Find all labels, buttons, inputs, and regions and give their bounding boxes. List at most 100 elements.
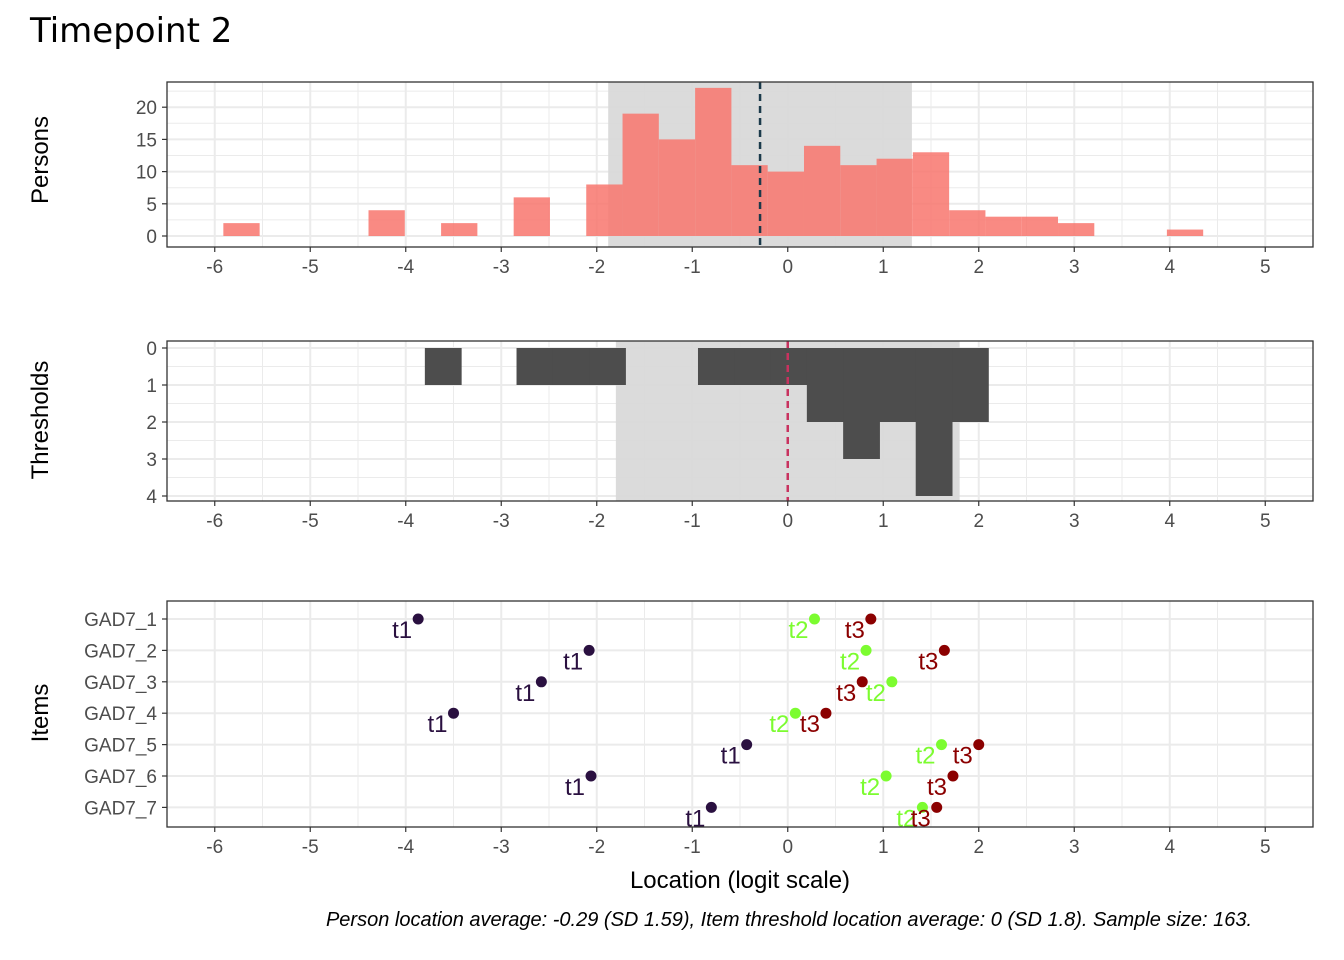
- item-threshold-point: [412, 613, 424, 625]
- item-threshold-label: t2: [915, 743, 935, 770]
- item-threshold-point: [931, 801, 943, 813]
- item-threshold-point: [705, 801, 717, 813]
- item-threshold-point: [936, 739, 948, 751]
- x-tick-label: -4: [397, 837, 414, 858]
- y-tick-label: GAD7_3: [84, 673, 157, 694]
- item-threshold-point: [856, 676, 868, 688]
- persons-panel: Persons 0 5 10 15 20 -6 -5 -4 -3 -2 -1 0 1 2 3 4 5: [27, 81, 1314, 278]
- y-tick-label: 4: [146, 487, 157, 508]
- persons-bar: [767, 171, 804, 236]
- thresholds-panel-border: [166, 340, 1314, 502]
- item-threshold-label: t2: [860, 774, 880, 801]
- item-threshold-point: [535, 676, 547, 688]
- item-threshold-point: [860, 644, 872, 656]
- persons-bar: [912, 152, 950, 236]
- x-tick-label: -2: [588, 257, 605, 278]
- item-threshold-label: t3: [845, 617, 865, 644]
- chart-title: Timepoint 2: [29, 11, 232, 51]
- x-tick-label: -2: [588, 837, 605, 858]
- thresholds-bar: [589, 348, 626, 385]
- x-tick-label: -4: [397, 511, 414, 532]
- item-threshold-label: t2: [896, 805, 916, 832]
- persons-bar: [658, 139, 696, 236]
- item-threshold-point: [789, 707, 801, 719]
- x-tick-label: 5: [1260, 257, 1271, 278]
- x-tick-label: 4: [1164, 257, 1175, 278]
- item-threshold-label: t3: [918, 648, 938, 675]
- x-tick-label: 0: [782, 257, 793, 278]
- item-threshold-label: t1: [427, 711, 447, 738]
- persons-panel-border: [166, 81, 1314, 248]
- thresholds-y-axis-title: Thresholds: [27, 361, 54, 480]
- persons-bar: [731, 165, 768, 236]
- item-threshold-label: t3: [927, 774, 947, 801]
- item-threshold-point: [808, 613, 820, 625]
- x-tick-label: -5: [302, 511, 319, 532]
- thresholds-bar: [552, 348, 590, 385]
- thresholds-bar: [697, 348, 735, 385]
- y-tick-label: GAD7_5: [84, 736, 157, 757]
- y-tick-label: 5: [146, 195, 157, 216]
- x-tick-label: -5: [302, 257, 319, 278]
- persons-bar: [513, 197, 550, 236]
- item-threshold-label: t1: [563, 648, 583, 675]
- y-tick-label: GAD7_1: [84, 610, 157, 631]
- x-tick-label: -1: [684, 837, 701, 858]
- item-threshold-point: [865, 613, 877, 625]
- thresholds-bar: [843, 348, 880, 459]
- x-tick-label: 1: [878, 837, 889, 858]
- x-tick-label: -3: [493, 837, 510, 858]
- item-threshold-point: [947, 770, 959, 782]
- x-tick-label: 4: [1164, 837, 1175, 858]
- persons-bar: [803, 145, 841, 236]
- persons-bar: [985, 216, 1022, 236]
- item-threshold-point: [916, 801, 928, 813]
- persons-bar: [622, 113, 659, 236]
- x-tick-label: -3: [493, 511, 510, 532]
- y-tick-label: 0: [146, 227, 157, 248]
- persons-bar: [695, 87, 732, 236]
- item-threshold-label: t1: [515, 680, 535, 707]
- persons-bar: [1058, 223, 1095, 236]
- y-tick-label: 0: [146, 339, 157, 360]
- x-tick-label: -3: [493, 257, 510, 278]
- x-tick-label: 1: [878, 257, 889, 278]
- x-tick-label: 0: [782, 511, 793, 532]
- x-tick-label: -6: [206, 837, 223, 858]
- item-threshold-label: t2: [788, 617, 808, 644]
- thresholds-bar: [734, 348, 772, 385]
- y-tick-label: 1: [146, 376, 157, 397]
- item-threshold-label: t1: [685, 805, 705, 832]
- item-threshold-label: t1: [392, 617, 412, 644]
- items-panel: Items t1t1t1t1t1t1t1t2t2t2t2t2t2t2t3t3t3…: [27, 600, 1314, 858]
- x-tick-label: 1: [878, 511, 889, 532]
- persons-bar: [1166, 229, 1204, 236]
- persons-bar: [368, 210, 405, 236]
- x-tick-label: -1: [684, 511, 701, 532]
- y-tick-label: 10: [136, 163, 157, 184]
- x-tick-label: 2: [973, 511, 984, 532]
- thresholds-bar: [424, 348, 462, 385]
- item-threshold-point: [448, 707, 459, 719]
- x-tick-label: -1: [684, 257, 701, 278]
- persons-y-axis-title: Persons: [27, 116, 54, 204]
- persons-bar: [840, 165, 877, 236]
- item-threshold-label: t1: [721, 743, 741, 770]
- persons-bar: [1021, 216, 1059, 236]
- y-tick-label: GAD7_6: [84, 767, 157, 788]
- y-tick-label: 2: [146, 413, 157, 434]
- item-threshold-label: t3: [836, 680, 856, 707]
- item-threshold-label: t2: [769, 711, 789, 738]
- y-tick-label: GAD7_7: [84, 798, 157, 819]
- x-tick-label: -5: [302, 837, 319, 858]
- items-y-axis-title: Items: [27, 684, 54, 743]
- x-tick-label: 5: [1260, 511, 1271, 532]
- item-threshold-point: [741, 739, 753, 751]
- items-panel-border: [166, 600, 1314, 828]
- x-tick-label: -4: [397, 257, 414, 278]
- y-tick-label: GAD7_4: [84, 704, 157, 725]
- persons-bar: [586, 184, 623, 236]
- y-tick-label: 20: [136, 98, 157, 119]
- item-threshold-point: [583, 644, 595, 656]
- x-tick-label: 3: [1069, 511, 1080, 532]
